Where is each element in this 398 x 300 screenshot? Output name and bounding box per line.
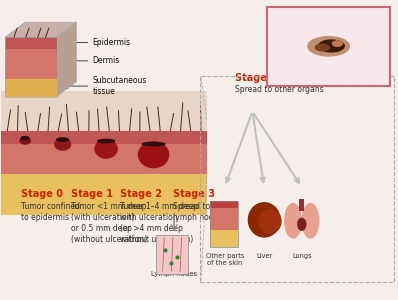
Ellipse shape — [315, 44, 329, 51]
Ellipse shape — [55, 139, 70, 150]
Text: Tumor 1–4 mm deep
with ulceration
(or >4 mm deep
without ulceration): Tumor 1–4 mm deep with ulceration (or >4… — [120, 202, 198, 244]
Text: Stage 0: Stage 0 — [21, 189, 63, 199]
Text: Other parts
of the skin: Other parts of the skin — [205, 253, 244, 266]
Text: Tumor <1 mm deep
(with ulceration)
or 0.5 mm deep
(without ulceration): Tumor <1 mm deep (with ulceration) or 0.… — [70, 202, 147, 244]
Ellipse shape — [302, 204, 319, 238]
Ellipse shape — [308, 37, 349, 56]
Ellipse shape — [298, 218, 306, 230]
Ellipse shape — [98, 140, 114, 143]
FancyBboxPatch shape — [1, 174, 207, 215]
Text: Stage 4: Stage 4 — [234, 73, 277, 83]
Ellipse shape — [285, 204, 301, 238]
Text: Liver: Liver — [256, 253, 272, 259]
Text: Spread to other organs: Spread to other organs — [234, 85, 323, 94]
Text: Tumor confined
to epidermis: Tumor confined to epidermis — [21, 202, 80, 222]
Text: Dermis: Dermis — [92, 56, 119, 65]
FancyBboxPatch shape — [299, 199, 304, 211]
FancyBboxPatch shape — [156, 235, 188, 274]
FancyBboxPatch shape — [1, 131, 207, 144]
Ellipse shape — [332, 41, 342, 46]
FancyBboxPatch shape — [267, 7, 390, 85]
Text: Stage 1: Stage 1 — [70, 189, 113, 199]
FancyBboxPatch shape — [210, 208, 238, 230]
FancyBboxPatch shape — [210, 200, 238, 208]
Ellipse shape — [20, 138, 30, 144]
Ellipse shape — [259, 209, 281, 233]
Text: Subcutaneous
tissue: Subcutaneous tissue — [92, 76, 147, 96]
FancyBboxPatch shape — [210, 230, 238, 247]
FancyBboxPatch shape — [5, 37, 57, 49]
Text: Epidermis: Epidermis — [92, 38, 131, 47]
Ellipse shape — [57, 138, 68, 141]
Ellipse shape — [139, 142, 169, 168]
Ellipse shape — [318, 40, 344, 52]
FancyBboxPatch shape — [5, 79, 57, 97]
Text: Lungs: Lungs — [292, 253, 312, 259]
FancyBboxPatch shape — [1, 144, 207, 174]
Text: Spread to
lymph nodes: Spread to lymph nodes — [173, 202, 222, 222]
Text: Stage 3: Stage 3 — [173, 189, 215, 199]
FancyBboxPatch shape — [1, 91, 207, 215]
Polygon shape — [57, 22, 76, 97]
Ellipse shape — [95, 140, 117, 158]
Polygon shape — [5, 22, 76, 37]
Text: Lymph nodes: Lymph nodes — [151, 271, 197, 277]
FancyBboxPatch shape — [5, 49, 57, 79]
Text: Stage 2: Stage 2 — [120, 189, 162, 199]
Ellipse shape — [248, 203, 280, 237]
Ellipse shape — [142, 142, 165, 146]
Ellipse shape — [21, 136, 29, 140]
